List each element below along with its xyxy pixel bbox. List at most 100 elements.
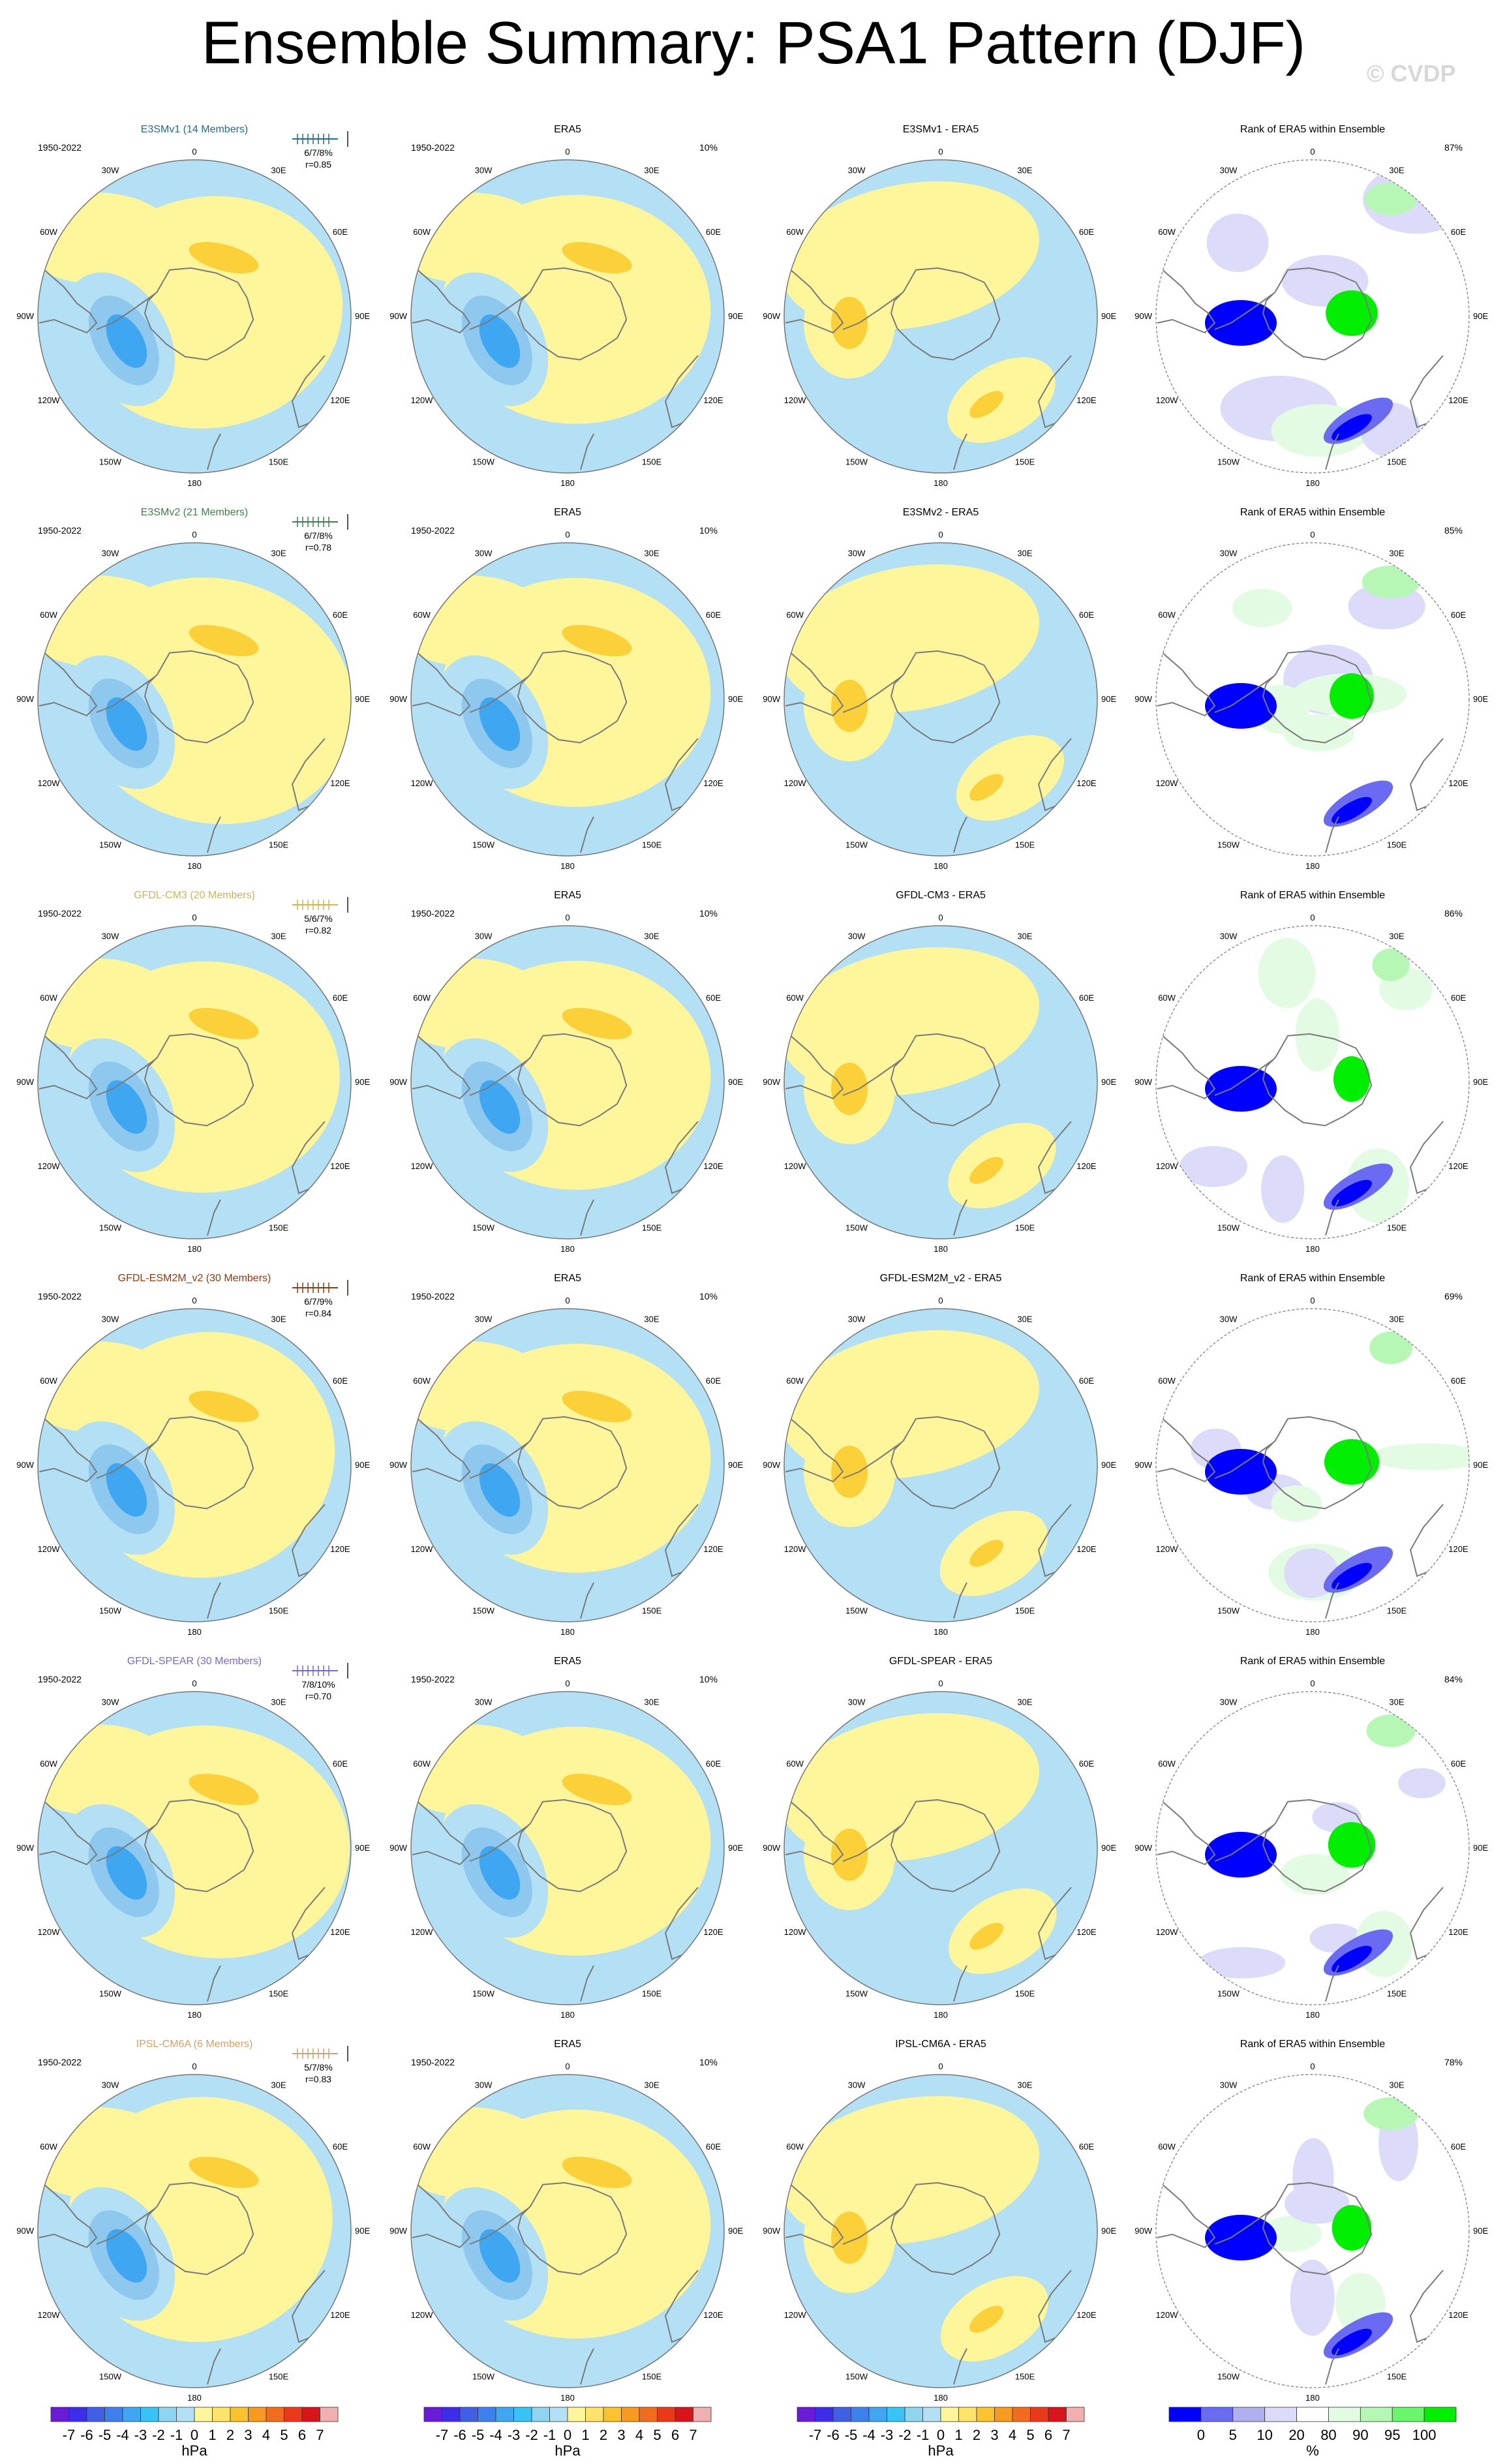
longitude-label: 0	[565, 147, 570, 157]
rank-low-patch	[1332, 1179, 1372, 1207]
antarctica-coastline	[144, 267, 254, 361]
longitude-label: 120W	[784, 2310, 807, 2320]
longitude-label: 120W	[411, 1927, 434, 1937]
antarctica-coastline	[517, 650, 628, 744]
positive-region	[38, 1341, 175, 1433]
negative-core	[479, 1846, 521, 1900]
rank-low-patch	[1205, 1449, 1277, 1495]
longitude-label: 120W	[38, 1927, 61, 1937]
longitude-label: 90E	[355, 694, 370, 704]
longitude-label: 30W	[1220, 1315, 1238, 1324]
longitude-label: 0	[1310, 1679, 1315, 1688]
new-zealand-coastline	[207, 1199, 221, 1236]
longitude-label: 60W	[40, 227, 57, 237]
peninsula-coastline	[842, 676, 902, 713]
rank-low-patch	[1397, 1768, 1446, 1799]
map-border	[410, 925, 725, 1240]
longitude-label: 120E	[330, 1544, 350, 1554]
obs-variance-label: 10%	[699, 1674, 718, 1684]
antarctica-coastline	[890, 1799, 1001, 1893]
longitude-label: 30E	[1017, 166, 1032, 175]
longitude-label: 60E	[1451, 1759, 1466, 1769]
slp-anomaly-field	[38, 1309, 351, 1622]
slp-anomaly-field	[411, 926, 724, 1239]
period-label: 1950-2022	[411, 525, 455, 536]
map-border	[410, 2074, 725, 2388]
positive-core	[969, 1157, 1003, 1184]
map-border	[410, 1691, 725, 2005]
rank-low-patch	[1332, 1562, 1372, 1590]
longitude-label: 60E	[706, 993, 721, 1003]
longitude-label: 90W	[389, 1843, 407, 1853]
peninsula-coastline	[469, 1059, 529, 1096]
new-zealand-coastline	[580, 816, 594, 853]
longitude-label: 180	[560, 2393, 575, 2403]
longitude-label: 0	[938, 1296, 943, 1305]
longitude-label: 60E	[333, 2142, 348, 2152]
antarctica-coastline	[890, 1033, 1001, 1127]
longitude-label: 120W	[411, 778, 434, 788]
longitude-label: 150E	[642, 457, 662, 466]
colorbar-swatch	[86, 2407, 105, 2422]
longitude-label: 180	[934, 478, 948, 488]
antarctica-coastline	[890, 1416, 1001, 1510]
colorbar-tick-label: 0	[190, 2427, 198, 2443]
longitude-label: 150E	[1387, 1605, 1407, 1615]
longitude-label: 90W	[389, 1077, 407, 1087]
colorbar-tick-label: -6	[827, 2427, 840, 2443]
colorbar-swatch	[797, 2407, 815, 2422]
colorbar-tick-label: -6	[80, 2427, 93, 2443]
colorbar-tick-label: 0	[1197, 2427, 1205, 2443]
longitude-label: 60E	[706, 610, 721, 620]
peninsula-coastline	[842, 293, 902, 330]
longitude-label: 120E	[703, 2310, 723, 2320]
period-label: 1950-2022	[411, 142, 455, 153]
longitude-label: 120E	[703, 395, 723, 405]
colorbar-tick-label: -7	[809, 2427, 822, 2443]
longitude-label: 90E	[355, 2226, 370, 2236]
antarctica-coastline	[1262, 1033, 1373, 1127]
longitude-label: 90E	[1101, 311, 1116, 321]
colorbar-swatch	[248, 2407, 267, 2422]
longitude-label: 30W	[848, 2080, 866, 2090]
variance-label: 6/7/9%	[304, 1296, 333, 1307]
longitude-label: 150W	[99, 1605, 122, 1615]
colorbar-swatch	[1296, 2407, 1329, 2422]
longitude-label: 90E	[1473, 694, 1488, 704]
longitude-label: 60W	[1158, 1759, 1176, 1769]
rank-background	[1156, 1309, 1469, 1622]
rank-high-patch	[1366, 1714, 1416, 1747]
antarctica-coastline	[144, 1033, 254, 1127]
longitude-label: 150W	[845, 457, 868, 466]
colorbar-tick-label: -4	[862, 2427, 875, 2443]
antarctica-coastline	[517, 1416, 628, 1510]
longitude-label: 150E	[269, 840, 289, 849]
south-america-coastline	[38, 1029, 98, 1100]
positive-region	[411, 2107, 548, 2198]
longitude-label: 30W	[848, 932, 866, 941]
longitude-label: 150E	[269, 457, 289, 466]
rank-low-patch	[1205, 1832, 1277, 1878]
longitude-label: 150E	[269, 1988, 289, 1998]
positive-region	[411, 1724, 548, 1816]
new-zealand-coastline	[580, 433, 594, 470]
negative-core	[106, 314, 147, 368]
colorbar-tick-label: 4	[1009, 2427, 1016, 2443]
colorbar-swatch	[958, 2407, 977, 2422]
colorbar-swatch	[549, 2407, 568, 2422]
longitude-label: 60W	[786, 610, 804, 620]
slp-anomaly-field	[38, 543, 351, 856]
difference-field	[784, 1692, 1097, 2005]
longitude-label: 180	[560, 861, 575, 871]
slp-anomaly-field	[411, 543, 724, 856]
longitude-label: 30E	[1017, 2080, 1032, 2090]
longitude-label: 0	[1310, 913, 1315, 922]
longitude-label: 90E	[355, 1460, 370, 1470]
positive-region	[38, 575, 175, 667]
map-border	[37, 925, 352, 1240]
longitude-label: 60W	[40, 993, 57, 1003]
rank-high-patch	[1260, 2215, 1322, 2252]
longitude-label: 150W	[1217, 1223, 1240, 1232]
difference-field	[784, 160, 1097, 473]
longitude-label: 150E	[1015, 1605, 1035, 1615]
